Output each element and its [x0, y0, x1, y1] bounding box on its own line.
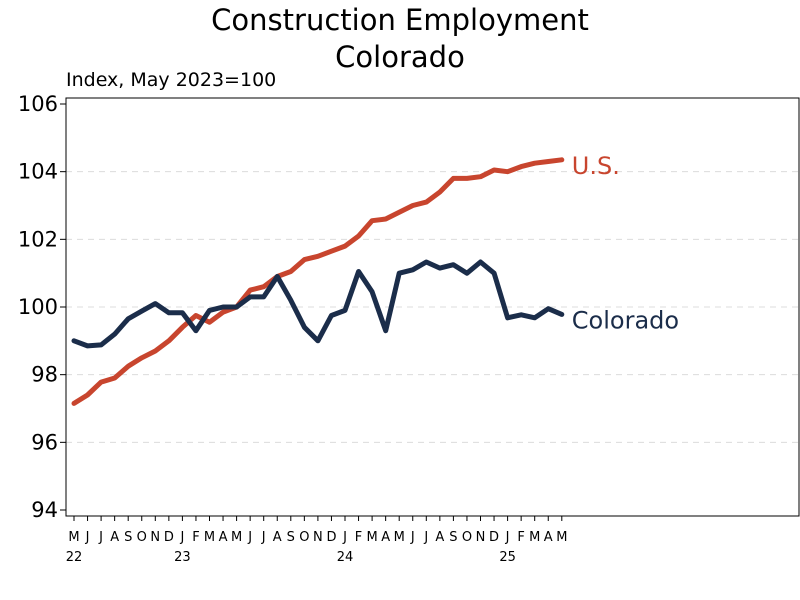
y-tick-label: 102 [18, 227, 58, 251]
x-year-label: 23 [174, 550, 191, 565]
x-tick-label: J [410, 530, 415, 545]
x-year-label: 22 [66, 550, 83, 565]
x-tick-label: S [124, 530, 132, 545]
chart-title: Construction Employment [211, 3, 589, 37]
x-year-label: 25 [499, 550, 516, 565]
x-tick-label: D [489, 530, 499, 545]
x-axis: M J J A S O N D J F M A M J J A S O N D J F M A M J J A S O N D J F M A M22 2… [66, 516, 567, 565]
x-tick-label: A [273, 530, 282, 545]
x-tick-label: A [381, 530, 390, 545]
x-tick-label: J [179, 530, 184, 545]
x-tick-label: J [261, 530, 266, 545]
x-tick-label: M [529, 530, 540, 545]
x-tick-label: O [137, 530, 147, 545]
y-tick-label: 106 [18, 92, 58, 116]
x-tick-label: M [556, 530, 567, 545]
x-tick-label: A [219, 530, 228, 545]
x-tick-label: F [192, 530, 199, 545]
x-tick-label: M [394, 530, 405, 545]
x-tick-label: J [98, 530, 103, 545]
x-tick-label: J [505, 530, 510, 545]
x-tick-label: S [287, 530, 295, 545]
x-tick-label: N [313, 530, 323, 545]
x-tick-label: J [85, 530, 90, 545]
x-tick-label: N [150, 530, 160, 545]
x-tick-label: A [544, 530, 553, 545]
y-tick-label: 104 [18, 160, 58, 184]
series-label-u-s: U.S. [572, 152, 620, 180]
y-axis: 94 96 98 100 102 104 106 [18, 92, 66, 522]
x-tick-label: J [423, 530, 428, 545]
series-line-colorado [71, 259, 565, 349]
x-tick-label: M [68, 530, 79, 545]
series-line-u-s [71, 157, 565, 406]
series-lines [71, 157, 565, 406]
gridlines [66, 171, 799, 443]
x-tick-label: M [231, 530, 242, 545]
x-tick-label: F [355, 530, 362, 545]
x-tick-label: D [164, 530, 174, 545]
x-tick-label: S [449, 530, 457, 545]
x-tick-label: M [366, 530, 377, 545]
x-tick-label: N [476, 530, 486, 545]
x-tick-label: F [517, 530, 524, 545]
x-year-label: 24 [337, 550, 354, 565]
x-tick-label: J [342, 530, 347, 545]
y-axis-label: Index, May 2023=100 [66, 69, 276, 91]
chart-subtitle: Colorado [335, 40, 465, 74]
x-tick-label: M [204, 530, 215, 545]
x-tick-label: J [247, 530, 252, 545]
y-tick-label: 96 [31, 430, 58, 454]
x-tick-label: D [326, 530, 336, 545]
y-tick-label: 94 [31, 498, 58, 522]
series-labels: U.S. Colorado [572, 152, 679, 335]
y-tick-label: 100 [18, 295, 58, 319]
series-label-colorado: Colorado [572, 306, 679, 334]
x-tick-label: O [299, 530, 309, 545]
x-tick-label: A [110, 530, 119, 545]
x-tick-label: A [435, 530, 444, 545]
y-tick-label: 98 [31, 363, 58, 387]
x-tick-label: O [462, 530, 472, 545]
